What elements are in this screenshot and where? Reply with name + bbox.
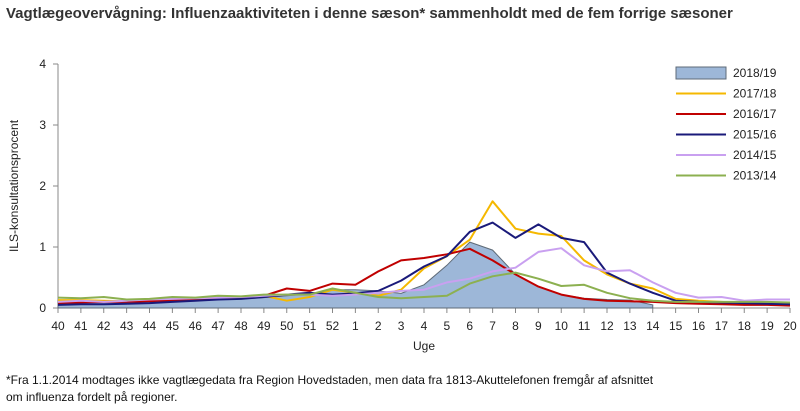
- x-tick-label: 14: [646, 319, 660, 333]
- legend-swatch: [675, 66, 727, 80]
- x-tick-label: 49: [257, 319, 271, 333]
- y-tick-label: 3: [39, 118, 46, 132]
- legend-label: 2013/14: [733, 169, 777, 183]
- y-tick-label: 0: [39, 301, 46, 315]
- series-lines-layer: [57, 200, 791, 307]
- x-tick-label: 20: [783, 319, 797, 333]
- x-tick-label: 50: [280, 319, 294, 333]
- x-tick-label: 46: [189, 319, 203, 333]
- x-tick-label: 19: [760, 319, 774, 333]
- series-2013-14-line: [57, 271, 791, 304]
- x-tick-label: 11: [578, 319, 591, 333]
- x-tick-label: 48: [234, 319, 248, 333]
- series-2014-15-line: [57, 247, 790, 303]
- x-tick-label: 40: [51, 319, 65, 333]
- legend-item: 2016/17: [676, 107, 777, 121]
- x-tick-label: 43: [120, 319, 134, 333]
- x-tick-label: 51: [303, 319, 317, 333]
- y-tick-label: 4: [39, 57, 46, 71]
- footnote-line-2: om influenza fordelt på regioner.: [6, 390, 178, 404]
- x-tick-label: 41: [74, 319, 88, 333]
- y-tick-label: 1: [39, 240, 46, 254]
- x-tick-label: 47: [211, 319, 225, 333]
- x-tick-label: 45: [166, 319, 180, 333]
- legend-item: 2017/18: [676, 87, 777, 101]
- legend-item: 2015/16: [676, 128, 777, 142]
- legend-label: 2018/19: [733, 66, 777, 80]
- x-tick-label: 5: [444, 319, 451, 333]
- legend-label: 2016/17: [733, 107, 777, 121]
- x-tick-label: 17: [715, 319, 729, 333]
- x-tick-label: 4: [421, 319, 428, 333]
- legend-label: 2017/18: [733, 87, 777, 101]
- footnote-line-1: *Fra 1.1.2014 modtages ikke vagtlægedata…: [6, 373, 654, 387]
- series-2015-16-line: [57, 221, 791, 306]
- footnote: *Fra 1.1.2014 modtages ikke vagtlægedata…: [6, 372, 796, 406]
- legend-label: 2015/16: [733, 128, 777, 142]
- legend: 2018/19 2017/18 2016/17 2015/16 2014/15 2013/…: [675, 66, 777, 183]
- series-2016-17-line: [57, 247, 791, 307]
- x-tick-label: 42: [97, 319, 111, 333]
- legend-item: 2018/19: [675, 66, 777, 80]
- x-tick-label: 18: [738, 319, 752, 333]
- y-axis-label: ILS-konsultationsprocent: [7, 119, 21, 252]
- x-tick-label: 10: [555, 319, 569, 333]
- y-tick-label: 2: [39, 179, 46, 193]
- x-tick-label: 16: [692, 319, 706, 333]
- x-tick-label: 2: [375, 319, 382, 333]
- legend-item: 2013/14: [676, 169, 777, 183]
- x-tick-label: 13: [623, 319, 637, 333]
- x-tick-label: 3: [398, 319, 405, 333]
- x-tick-label: 6: [466, 319, 473, 333]
- x-tick-label: 7: [489, 319, 496, 333]
- x-tick-label: 8: [512, 319, 519, 333]
- x-tick-label: 15: [669, 319, 683, 333]
- x-tick-label: 44: [143, 319, 157, 333]
- legend-label: 2014/15: [733, 148, 777, 162]
- x-tick-label: 1: [352, 319, 359, 333]
- legend-item: 2014/15: [676, 148, 777, 162]
- x-tick-label: 9: [535, 319, 542, 333]
- x-axis-label: Uge: [413, 339, 435, 353]
- chart-title: Vagtlægeovervågning: Influenzaaktivitete…: [6, 5, 733, 22]
- x-tick-label: 52: [326, 319, 340, 333]
- x-tick-label: 12: [600, 319, 614, 333]
